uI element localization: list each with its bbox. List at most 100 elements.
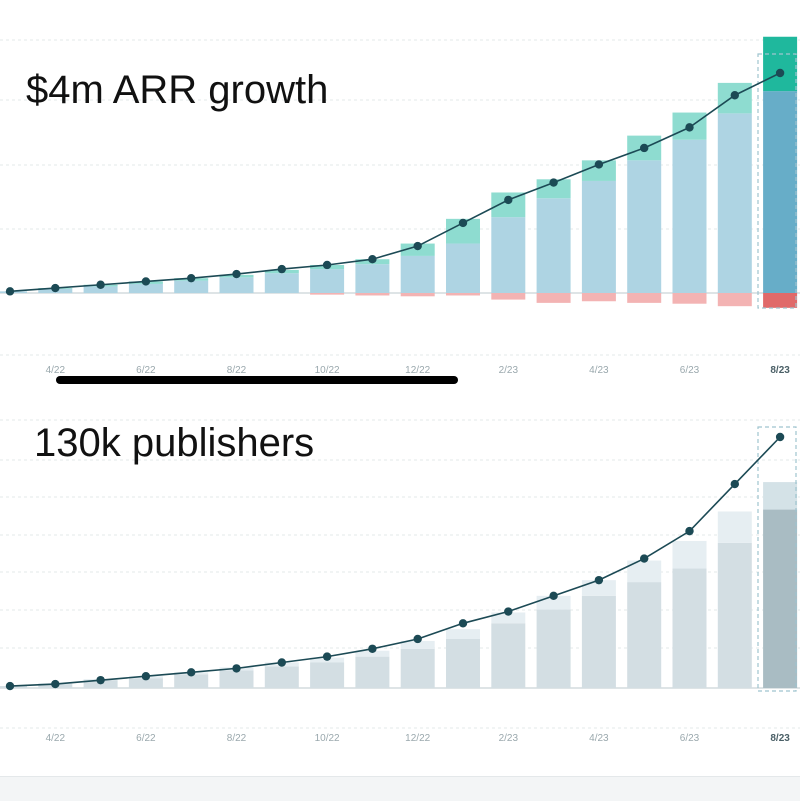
bar-base — [264, 273, 299, 293]
line-point — [775, 432, 785, 442]
line-point — [368, 255, 377, 264]
bar-growth — [581, 580, 616, 596]
x-tick-label: 4/23 — [589, 365, 609, 376]
bar-base — [536, 198, 571, 293]
line-point — [368, 644, 377, 653]
bar-growth — [763, 482, 798, 510]
x-tick-label: 8/22 — [227, 365, 247, 376]
bar-base — [310, 662, 345, 688]
line-point — [277, 264, 286, 274]
bar-base — [83, 286, 118, 293]
bar-base — [400, 648, 435, 688]
bar-base — [264, 666, 299, 688]
line-point — [232, 269, 241, 279]
line-point — [730, 91, 739, 100]
bar-base — [128, 678, 163, 688]
bar-churn — [536, 293, 571, 303]
bar-churn — [355, 293, 390, 296]
line-point — [413, 634, 422, 644]
bar-base — [355, 656, 390, 688]
bar-base — [763, 91, 798, 293]
x-tick-label: 8/22 — [227, 733, 247, 744]
bar-churn — [763, 293, 798, 308]
trend-line — [9, 72, 781, 293]
x-tick-label: 12/22 — [405, 365, 430, 376]
x-tick-label: 6/23 — [680, 733, 700, 744]
bar-churn — [672, 293, 707, 304]
bottom-band — [0, 776, 800, 801]
line-point — [51, 283, 60, 293]
bar-churn — [400, 293, 435, 297]
bar-churn — [310, 293, 345, 295]
arr-chart-title: $4m ARR growth — [26, 68, 329, 112]
trend-line — [9, 436, 781, 687]
bar-base — [491, 217, 526, 293]
bar-churn — [491, 293, 526, 300]
bar-base — [763, 509, 798, 688]
x-tick-label: 10/22 — [315, 365, 340, 376]
line-point — [549, 591, 558, 601]
line-point — [640, 143, 649, 153]
bar-base — [219, 277, 254, 293]
bar-base — [355, 264, 390, 293]
line-point — [51, 679, 60, 689]
line-point — [96, 280, 105, 289]
bar-base — [581, 595, 616, 688]
bar-base — [672, 568, 707, 688]
bar-base — [174, 280, 209, 293]
line-point — [141, 277, 151, 286]
line-point — [458, 218, 468, 228]
x-tick-label: 6/22 — [136, 365, 156, 376]
publishers-chart-title: 130k publishers — [34, 421, 315, 465]
bar-base — [219, 670, 254, 688]
line-point — [504, 607, 513, 616]
bar-churn — [446, 293, 480, 296]
publishers-chart: 4/22 6/22 8/22 10/22 12/22 2/23 4/23 6/23 8/23 — [0, 419, 800, 744]
line-point — [549, 178, 558, 187]
line-point — [685, 526, 694, 536]
bar-base — [536, 609, 571, 688]
line-point — [277, 658, 286, 667]
bar-churn — [717, 293, 752, 307]
line-point — [322, 652, 332, 661]
line-point — [232, 664, 241, 673]
bar-growth — [491, 612, 526, 624]
bar-growth — [763, 36, 798, 92]
bar-base — [446, 243, 480, 293]
highlight-box — [757, 53, 797, 309]
x-tick-label: 10/22 — [315, 733, 340, 744]
line-point — [5, 681, 15, 691]
x-tick-label: 4/23 — [589, 733, 609, 744]
highlight-box — [757, 426, 797, 692]
bar-growth — [627, 560, 662, 583]
line-point — [187, 273, 196, 283]
line-point — [96, 675, 105, 685]
bar-base — [627, 160, 662, 293]
x-tick-label: 12/22 — [405, 733, 430, 744]
line-point — [141, 672, 151, 681]
line-point — [685, 123, 694, 132]
line-point — [413, 241, 422, 251]
bar-base — [128, 283, 163, 293]
line-point — [594, 160, 604, 169]
bar-growth — [717, 511, 752, 543]
line-point — [458, 619, 468, 628]
bar-growth — [581, 160, 616, 181]
bar-growth — [355, 650, 390, 657]
line-point — [775, 68, 785, 78]
line-point — [504, 195, 513, 205]
x-tick-label: 8/23 — [770, 733, 790, 744]
line-point — [322, 260, 332, 270]
bar-growth — [672, 540, 707, 569]
bar-base — [174, 674, 209, 688]
line-point — [594, 575, 604, 585]
bar-base — [717, 113, 752, 293]
x-tick-label: 2/23 — [499, 733, 519, 744]
bar-base — [581, 180, 616, 293]
bar-base — [491, 623, 526, 688]
bar-base — [310, 269, 345, 293]
x-tick-label: 4/22 — [46, 733, 66, 744]
x-tick-label: 4/22 — [46, 365, 66, 376]
bar-base — [717, 542, 752, 688]
